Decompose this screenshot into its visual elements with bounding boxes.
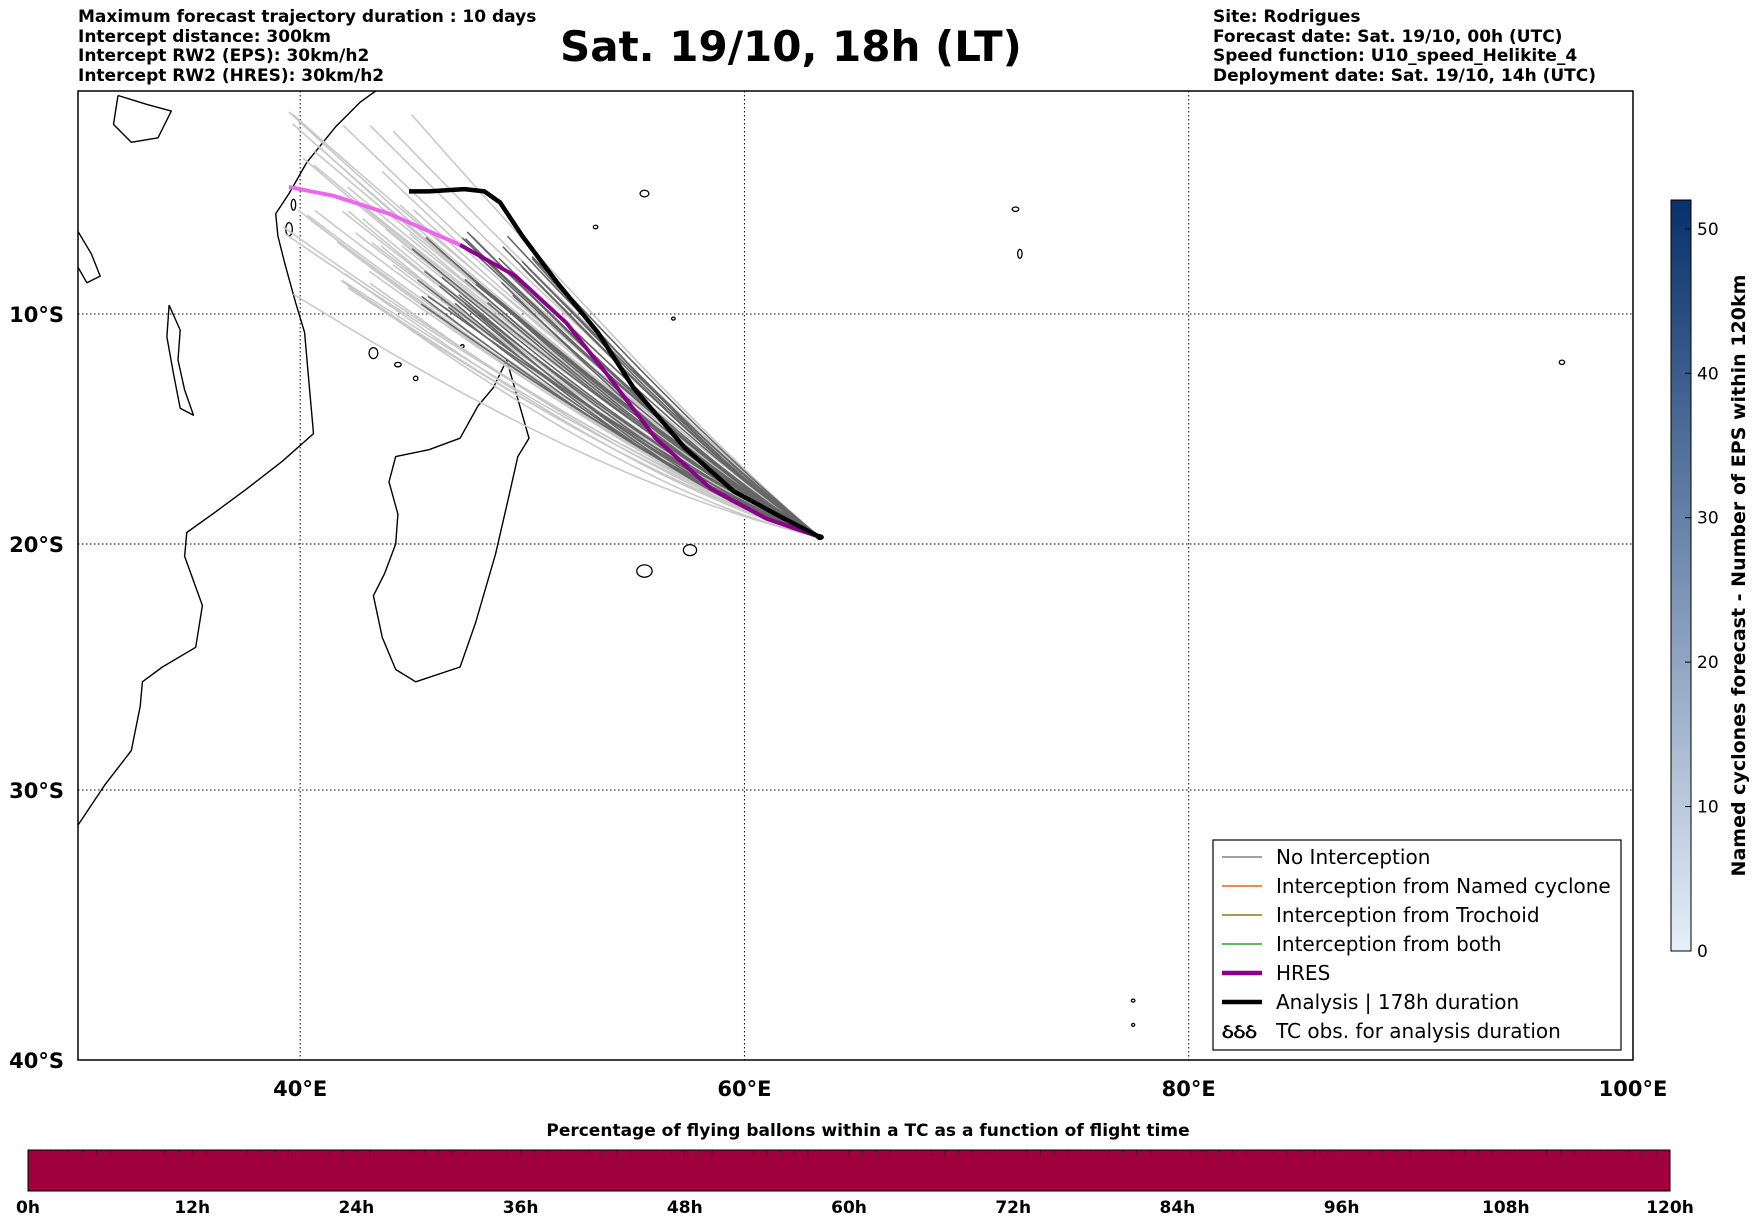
eps-track — [521, 260, 821, 538]
hres-track — [459, 243, 821, 539]
map-area: 40°E 60°E 80°E 100°E 10°S 20°S 30°S 40°S — [9, 90, 1667, 1101]
eps-track — [421, 295, 821, 538]
forecast-parameters: Maximum forecast trajectory duration : 1… — [78, 7, 537, 86]
eps-track — [458, 294, 821, 538]
lon-tick-label: 100°E — [1599, 1077, 1668, 1101]
legend-label: Interception from Trochoid — [1276, 903, 1540, 927]
legend-symbol-tc-obs: ઠઠઠ — [1222, 1019, 1257, 1043]
flight-time-tick-label: 108h — [1482, 1198, 1530, 1218]
cyclone-colorbar-tick-label: 20 — [1697, 653, 1719, 673]
island — [1558, 359, 1566, 366]
eps-track-light — [292, 293, 821, 538]
cyclone-colorbar-tick-label: 30 — [1697, 509, 1719, 529]
flight-time-tick-label: 60h — [831, 1198, 867, 1218]
flight-time-tick-label: 120h — [1646, 1198, 1694, 1218]
gridlines — [78, 91, 1633, 1060]
flight-time-tick-label: 96h — [1324, 1198, 1360, 1218]
legend-label: Analysis | 178h duration — [1276, 990, 1519, 1014]
lat-tick-label: 30°S — [9, 779, 64, 803]
legend-label: No Interception — [1276, 845, 1430, 869]
island — [670, 316, 676, 321]
info-line-intercept-hres: Intercept RW2 (HRES): 30km/h2 — [78, 65, 385, 86]
island — [393, 361, 402, 368]
lon-tick-label: 40°E — [273, 1077, 327, 1101]
lat-tick-label: 20°S — [9, 533, 64, 557]
flight-time-colorbar-title: Percentage of flying ballons within a TC… — [546, 1121, 1189, 1141]
flight-time-tick-label: 84h — [1160, 1198, 1196, 1218]
flight-time-tick-label: 48h — [667, 1198, 703, 1218]
flight-time-tick-label: 36h — [503, 1198, 539, 1218]
cyclone-colorbar-tick-label: 10 — [1697, 798, 1719, 818]
island — [412, 375, 419, 382]
island — [639, 189, 650, 198]
legend: No Interception Interception from Named c… — [1212, 839, 1622, 1051]
lat-tick-label: 10°S — [9, 303, 64, 327]
island — [682, 544, 698, 557]
legend-label: Interception from both — [1276, 932, 1502, 956]
coastlines — [78, 91, 1566, 1028]
legend-label: Interception from Named cyclone — [1276, 874, 1611, 898]
map-frame — [77, 90, 1634, 1061]
island — [290, 198, 297, 211]
lon-tick-label: 80°E — [1162, 1077, 1216, 1101]
flight-time-colorbar: Percentage of flying ballons within a TC… — [16, 1121, 1694, 1218]
main-tracks — [288, 184, 823, 541]
cyclone-colorbar-tick-label: 50 — [1697, 220, 1719, 240]
info-line-site: Site: Rodrigues — [1213, 7, 1361, 27]
eps-track-light — [340, 279, 821, 538]
coastline-lake-tanganyika — [78, 231, 101, 284]
info-line-max-duration: Maximum forecast trajectory duration : 1… — [78, 7, 537, 27]
lon-tick-label: 60°E — [717, 1077, 771, 1101]
latitude-tick-labels: 10°S 20°S 30°S 40°S — [9, 303, 64, 1073]
eps-track — [417, 279, 821, 538]
island — [368, 346, 379, 360]
island — [1011, 206, 1020, 213]
flight-time-tick-label: 12h — [174, 1198, 210, 1218]
deployment-site-marker — [816, 534, 823, 541]
cyclone-colorbar-scale — [1670, 199, 1692, 952]
island — [1130, 998, 1136, 1003]
analysis-track — [409, 186, 822, 540]
coastline-madagascar — [372, 359, 530, 683]
flight-time-colorbar-scale — [27, 1149, 1671, 1192]
cyclone-colorbar-label: Named cyclones forecast - Number of EPS … — [1728, 275, 1750, 877]
cyclone-colorbar-tick-label: 0 — [1697, 942, 1708, 962]
island — [636, 564, 653, 578]
legend-box — [1212, 839, 1622, 1051]
legend-label: HRES — [1276, 961, 1330, 985]
island — [1131, 1022, 1136, 1028]
flight-time-tick-label: 0h — [16, 1198, 40, 1218]
coastline-lake-malawi — [166, 304, 195, 416]
lat-tick-label: 40°S — [9, 1049, 64, 1073]
info-line-deployment-date: Deployment date: Sat. 19/10, 14h (UTC) — [1213, 65, 1597, 86]
info-line-intercept-eps: Intercept RW2 (EPS): 30km/h2 — [78, 46, 370, 66]
flight-time-tick-label: 72h — [995, 1198, 1031, 1218]
info-line-intercept-distance: Intercept distance: 300km — [78, 26, 331, 47]
coastline-lake-victoria — [112, 94, 173, 144]
longitude-tick-labels: 40°E 60°E 80°E 100°E — [273, 1077, 1667, 1101]
legend-label: TC obs. for analysis duration — [1275, 1019, 1561, 1043]
eps-track — [531, 256, 821, 538]
cyclone-colorbar-tick-label: 40 — [1697, 364, 1719, 384]
island — [1017, 248, 1023, 259]
eps-track-light — [410, 113, 821, 538]
eps-track — [527, 267, 821, 538]
flight-time-tick-label: 24h — [339, 1198, 375, 1218]
cyclone-colorbar: 0 10 20 30 40 50 Named cyclones forecast - Nu… — [1670, 199, 1750, 962]
hres-track-tail — [288, 184, 461, 247]
site-parameters: Site: Rodrigues Forecast date: Sat. 19/1… — [1213, 7, 1597, 86]
island — [592, 224, 599, 230]
page-title: Sat. 19/10, 18h (LT) — [560, 22, 1022, 71]
info-line-forecast-date: Forecast date: Sat. 19/10, 00h (UTC) — [1213, 26, 1563, 47]
coastline-east-africa — [78, 91, 377, 826]
info-line-speed-function: Speed function: U10_speed_Helikite_4 — [1213, 46, 1578, 66]
